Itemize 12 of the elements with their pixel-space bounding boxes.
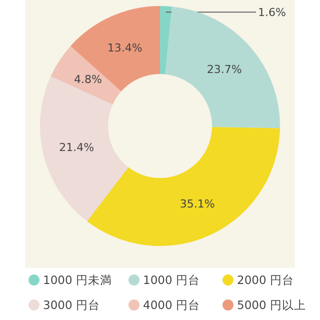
legend-label: 5000 円以上	[237, 298, 306, 312]
data-label: 21.4%	[59, 140, 94, 154]
data-label: 4.8%	[74, 73, 102, 86]
legend-label: 2000 円台	[237, 273, 294, 287]
legend-label: 4000 円台	[143, 298, 200, 312]
legend-label: 3000 円台	[43, 298, 100, 312]
legend-label: 1000 円台	[143, 273, 200, 287]
data-label: 1.6%	[258, 6, 286, 20]
data-label: 23.7%	[206, 62, 242, 76]
legend-label: 1000 円未満	[43, 273, 112, 287]
data-label: 35.1%	[180, 197, 215, 210]
data-label: 13.4%	[107, 42, 142, 55]
